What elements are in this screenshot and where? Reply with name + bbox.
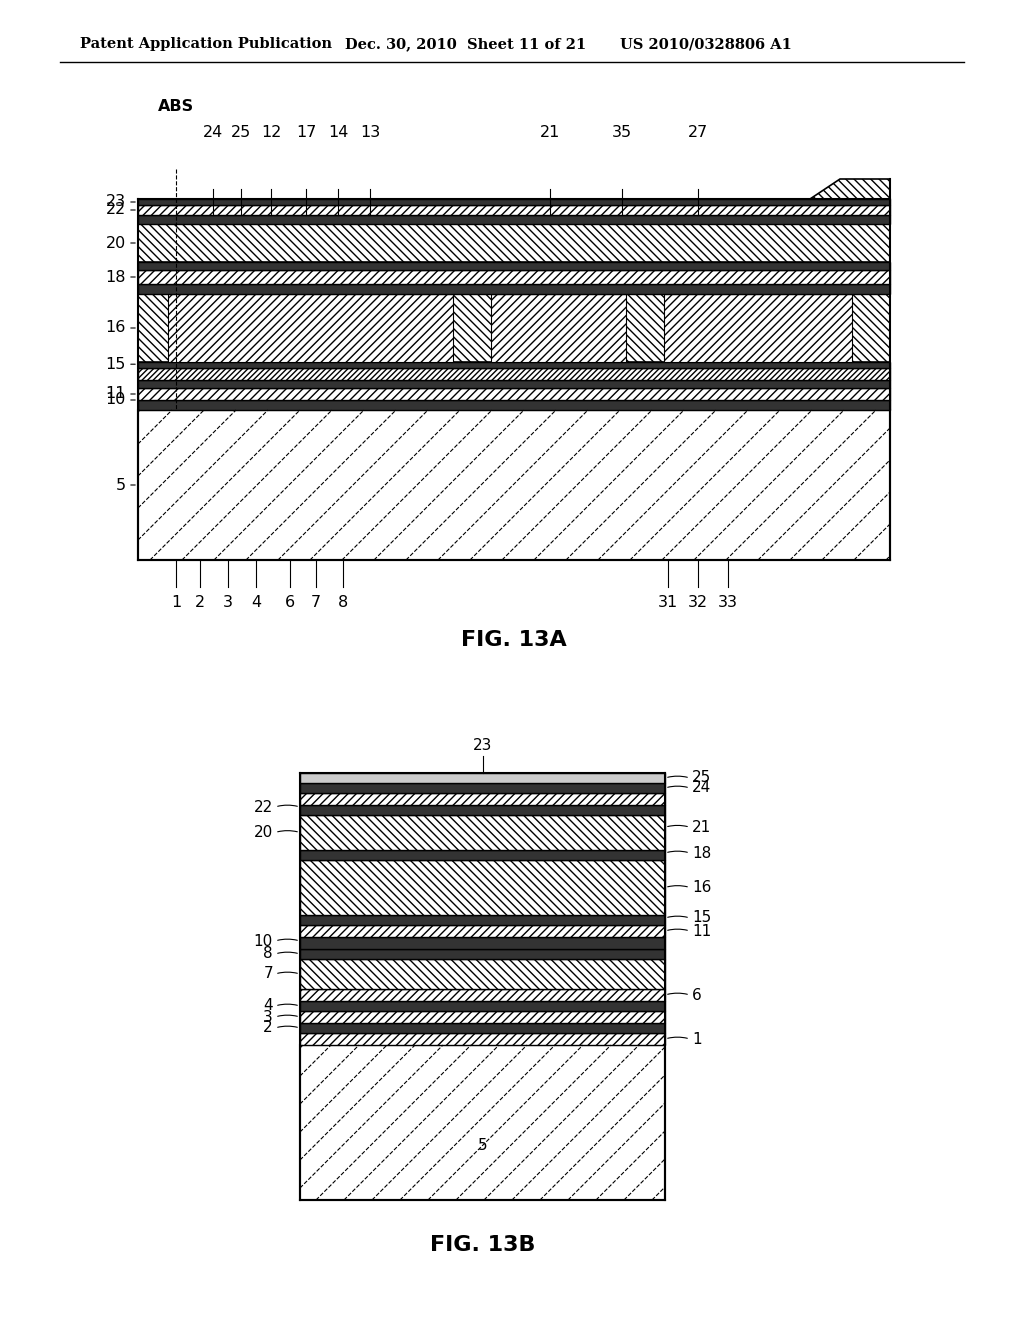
Bar bbox=[300, 937, 665, 949]
Bar bbox=[300, 1023, 665, 1034]
Text: 3: 3 bbox=[223, 595, 233, 610]
Text: FIG. 13B: FIG. 13B bbox=[430, 1236, 536, 1255]
Bar bbox=[300, 850, 665, 861]
Text: 13: 13 bbox=[359, 125, 380, 140]
Text: 18: 18 bbox=[692, 846, 712, 861]
Text: 18: 18 bbox=[105, 269, 126, 285]
Bar bbox=[300, 1045, 665, 1200]
Text: 24: 24 bbox=[692, 780, 712, 796]
Text: 27: 27 bbox=[688, 125, 709, 140]
Bar bbox=[138, 368, 890, 380]
Bar bbox=[300, 783, 665, 793]
Text: 3: 3 bbox=[263, 1010, 273, 1024]
Bar bbox=[138, 380, 890, 388]
Text: 33: 33 bbox=[718, 595, 738, 610]
Text: 1: 1 bbox=[171, 595, 181, 610]
Text: 21: 21 bbox=[540, 125, 560, 140]
Text: 12: 12 bbox=[261, 125, 282, 140]
Bar bbox=[300, 774, 665, 783]
Bar bbox=[300, 1034, 665, 1045]
Text: 21: 21 bbox=[692, 820, 712, 834]
Text: 14: 14 bbox=[328, 125, 348, 140]
Text: 20: 20 bbox=[254, 825, 273, 840]
Text: 10: 10 bbox=[105, 392, 126, 408]
Bar bbox=[300, 1011, 665, 1023]
Text: 1: 1 bbox=[692, 1031, 701, 1047]
Text: 4: 4 bbox=[251, 595, 261, 610]
Text: Patent Application Publication: Patent Application Publication bbox=[80, 37, 332, 51]
Bar bbox=[138, 205, 890, 215]
Bar bbox=[138, 400, 890, 411]
Text: 25: 25 bbox=[230, 125, 251, 140]
Text: US 2010/0328806 A1: US 2010/0328806 A1 bbox=[620, 37, 792, 51]
Bar bbox=[300, 1001, 665, 1011]
Text: 23: 23 bbox=[105, 194, 126, 210]
Text: 17: 17 bbox=[296, 125, 316, 140]
Text: 22: 22 bbox=[105, 202, 126, 218]
Bar bbox=[138, 271, 890, 284]
Bar bbox=[300, 861, 665, 915]
Bar bbox=[138, 284, 890, 294]
Bar bbox=[138, 215, 890, 224]
Text: 8: 8 bbox=[263, 946, 273, 961]
Text: 25: 25 bbox=[692, 771, 712, 785]
Bar bbox=[300, 805, 665, 814]
Bar bbox=[300, 925, 665, 937]
Text: 7: 7 bbox=[263, 966, 273, 982]
Text: 11: 11 bbox=[692, 924, 712, 939]
Text: 16: 16 bbox=[692, 880, 712, 895]
Text: 5: 5 bbox=[116, 478, 126, 492]
Bar bbox=[138, 388, 890, 400]
Text: 2: 2 bbox=[195, 595, 205, 610]
Text: 10: 10 bbox=[254, 933, 273, 949]
Text: 11: 11 bbox=[105, 387, 126, 401]
Text: FIG. 13A: FIG. 13A bbox=[461, 630, 567, 649]
Text: 32: 32 bbox=[688, 595, 708, 610]
Text: 7: 7 bbox=[311, 595, 322, 610]
Text: 24: 24 bbox=[203, 125, 223, 140]
Bar bbox=[138, 411, 890, 560]
Text: 6: 6 bbox=[692, 987, 701, 1002]
Bar bbox=[490, 294, 626, 362]
Text: 22: 22 bbox=[254, 800, 273, 814]
Text: 2: 2 bbox=[263, 1020, 273, 1035]
Text: 6: 6 bbox=[285, 595, 295, 610]
Bar bbox=[300, 793, 665, 805]
Bar bbox=[138, 224, 890, 261]
Bar bbox=[664, 294, 852, 362]
Text: 4: 4 bbox=[263, 998, 273, 1014]
Bar bbox=[300, 915, 665, 925]
Bar bbox=[168, 294, 453, 362]
Text: 23: 23 bbox=[473, 738, 493, 752]
Text: 8: 8 bbox=[338, 595, 348, 610]
Text: 35: 35 bbox=[612, 125, 632, 140]
Bar bbox=[138, 199, 890, 205]
Polygon shape bbox=[810, 180, 890, 199]
Bar bbox=[300, 814, 665, 850]
Bar bbox=[300, 949, 665, 960]
Text: Dec. 30, 2010  Sheet 11 of 21: Dec. 30, 2010 Sheet 11 of 21 bbox=[345, 37, 587, 51]
Bar bbox=[138, 261, 890, 271]
Text: 16: 16 bbox=[105, 321, 126, 335]
Bar bbox=[300, 989, 665, 1001]
Text: ABS: ABS bbox=[158, 99, 195, 114]
Bar bbox=[138, 362, 890, 368]
Text: 15: 15 bbox=[692, 911, 712, 925]
Bar bbox=[300, 960, 665, 989]
Text: 20: 20 bbox=[105, 235, 126, 251]
Text: 31: 31 bbox=[657, 595, 678, 610]
Text: 15: 15 bbox=[105, 356, 126, 372]
Bar bbox=[138, 294, 890, 362]
Text: 5: 5 bbox=[477, 1138, 487, 1152]
